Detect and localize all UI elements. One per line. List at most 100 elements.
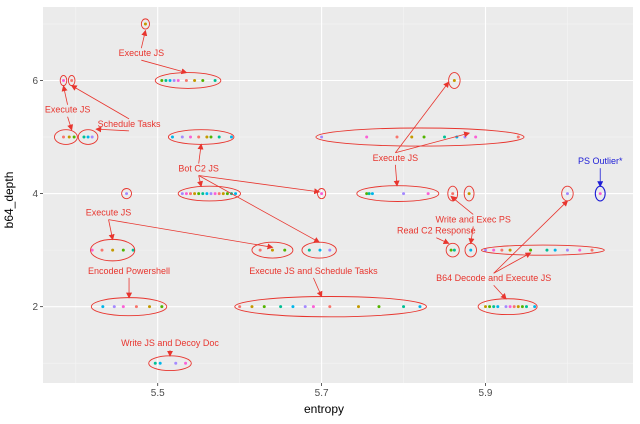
data-point xyxy=(168,79,172,83)
data-point xyxy=(488,305,492,309)
annotation-arrow xyxy=(198,175,321,243)
data-point xyxy=(533,305,537,309)
data-point xyxy=(508,248,512,252)
annotation-arrow xyxy=(393,164,400,187)
cluster-ellipse xyxy=(480,244,605,256)
data-point xyxy=(291,305,295,309)
annotation-label: Execute JS xyxy=(86,208,132,218)
data-point xyxy=(180,192,184,196)
data-point xyxy=(217,135,221,139)
data-point xyxy=(565,248,569,252)
y-tick-label: 6 xyxy=(32,76,38,87)
annotation-arrow xyxy=(61,85,68,105)
cluster-ellipse xyxy=(445,242,460,258)
x-tick-label: 5.7 xyxy=(315,388,329,399)
data-point xyxy=(201,79,205,83)
annotation-arrow xyxy=(141,59,188,75)
annotation-arrow xyxy=(450,195,474,215)
data-point xyxy=(524,305,528,309)
annotation-arrow xyxy=(493,284,507,300)
annotation-label: Read C2 Response xyxy=(397,226,476,236)
data-point xyxy=(90,135,94,139)
data-point xyxy=(176,79,180,83)
data-point xyxy=(279,305,283,309)
data-point xyxy=(328,248,332,252)
data-point xyxy=(258,248,262,252)
data-point xyxy=(504,305,508,309)
data-point xyxy=(197,135,201,139)
data-point xyxy=(221,192,225,196)
data-point xyxy=(410,135,414,139)
data-point xyxy=(484,248,487,252)
data-point xyxy=(205,192,209,196)
data-point xyxy=(250,305,254,309)
annotation-arrow xyxy=(198,175,321,195)
data-point xyxy=(270,248,274,252)
annotation-arrow xyxy=(108,219,115,241)
data-point xyxy=(545,248,549,252)
data-point xyxy=(508,305,512,309)
data-point xyxy=(553,248,557,252)
data-point xyxy=(356,305,360,309)
annotation-arrow xyxy=(313,277,323,298)
x-axis-title: entropy xyxy=(304,402,344,416)
x-tick-label: 5.5 xyxy=(151,388,165,399)
data-point xyxy=(370,192,374,196)
data-point xyxy=(160,79,164,83)
data-point xyxy=(418,305,422,309)
cluster-ellipse xyxy=(77,129,99,145)
annotation-arrow xyxy=(95,126,130,133)
cluster-ellipse xyxy=(477,298,538,316)
data-point xyxy=(72,135,76,139)
annotations: Execute JS Execute JS Schedule Tasks Bot C2… xyxy=(45,29,623,357)
data-point xyxy=(209,135,213,139)
data-point xyxy=(318,248,322,252)
data-point xyxy=(365,192,369,196)
data-point xyxy=(402,305,406,309)
data-point xyxy=(452,79,456,83)
annotation-label: Bot C2 JS xyxy=(178,164,219,174)
data-point xyxy=(158,361,162,365)
cluster-ellipse xyxy=(463,185,475,202)
outlier-label: PS Outlier* xyxy=(578,156,623,166)
annotation-arrow xyxy=(436,237,450,244)
annotation-label: Schedule Tasks xyxy=(98,119,161,129)
data-point xyxy=(90,248,94,252)
data-point xyxy=(189,135,192,139)
data-point xyxy=(367,192,371,196)
data-point xyxy=(467,192,471,196)
y-axis-title: b64_depth xyxy=(2,172,16,229)
data-point xyxy=(121,248,125,252)
data-point xyxy=(153,361,157,365)
data-point xyxy=(469,248,473,252)
cluster-ellipse xyxy=(54,129,78,145)
data-point xyxy=(197,192,201,196)
data-point xyxy=(500,248,504,252)
data-point xyxy=(320,192,324,196)
cluster-ellipse xyxy=(251,241,294,259)
data-point xyxy=(451,192,455,196)
annotation-label: B64 Decode and Execute JS xyxy=(436,273,551,283)
data-point xyxy=(225,192,229,196)
data-point xyxy=(184,192,188,196)
data-point xyxy=(512,305,516,309)
data-points xyxy=(61,22,602,365)
data-point xyxy=(422,135,426,139)
annotation-label: Execute JS xyxy=(45,105,91,115)
data-point xyxy=(496,305,500,309)
data-point xyxy=(426,192,430,196)
data-point xyxy=(193,79,197,83)
annotation-label: Execute JS xyxy=(119,48,165,58)
data-point xyxy=(328,305,332,309)
plot-panel xyxy=(43,7,633,383)
data-point xyxy=(463,135,467,139)
data-point xyxy=(234,192,238,196)
data-point xyxy=(174,361,178,365)
data-point xyxy=(303,305,307,309)
axes: 5.5 5.7 5.9 2 4 6 xyxy=(32,76,492,399)
annotation-arrow xyxy=(197,175,203,188)
data-point xyxy=(217,192,221,196)
data-point xyxy=(377,305,381,309)
annotation-label: Encoded Powershell xyxy=(88,266,170,276)
data-point xyxy=(529,248,533,252)
